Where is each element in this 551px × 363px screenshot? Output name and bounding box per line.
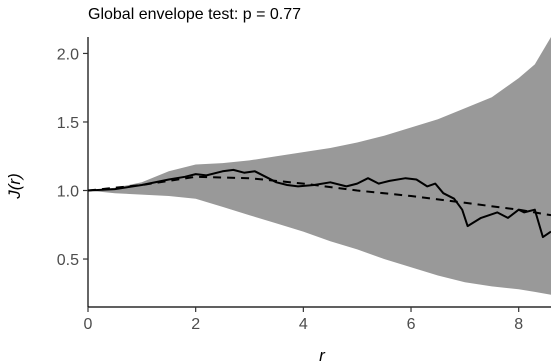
x-tick-label: 8 [514,316,523,333]
x-axis-title: r [319,346,326,363]
axes: 0 2 4 6 8 0.5 1.0 1.5 2.0 [57,37,551,333]
y-tick-label: 2.0 [57,46,79,63]
y-tick-label: 0.5 [57,252,79,269]
y-axis-title: J(r) [5,173,24,199]
envelope-band [88,37,551,295]
x-tick-label: 2 [191,316,200,333]
x-tick-label: 0 [84,316,93,333]
observed-line [88,168,551,239]
x-tick-label: 4 [299,316,308,333]
y-tick-label: 1.5 [57,115,79,132]
x-tick-label: 6 [407,316,416,333]
plot-area [88,37,551,295]
theoretical-dashed-line [88,175,551,217]
y-tick-label: 1.0 [57,184,79,201]
chart-title: Global envelope test: p = 0.77 [88,6,302,23]
